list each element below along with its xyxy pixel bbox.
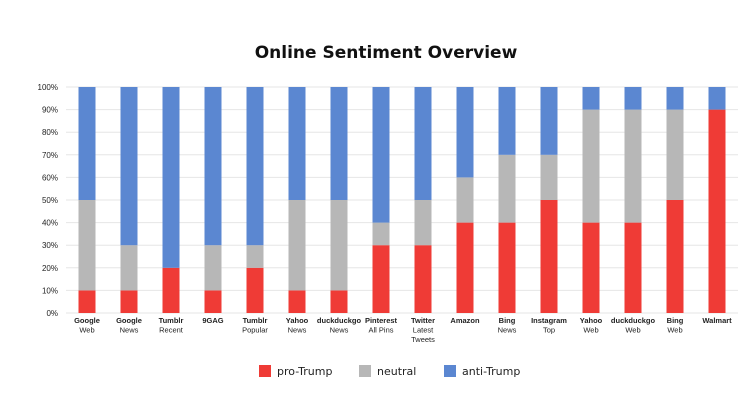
bars bbox=[78, 87, 726, 313]
y-tick-label: 40% bbox=[42, 219, 58, 228]
bar-segment-pro-trump bbox=[498, 222, 516, 313]
legend-swatch bbox=[444, 365, 456, 377]
y-tick-label: 60% bbox=[42, 173, 58, 182]
bar-segment-anti-trump bbox=[372, 87, 390, 223]
x-tick-label: Pinterest bbox=[365, 316, 398, 325]
bar-segment-anti-trump bbox=[246, 87, 264, 246]
bar-segment-neutral bbox=[414, 200, 432, 246]
bar-segment-pro-trump bbox=[204, 290, 222, 313]
bar-segment-anti-trump bbox=[624, 87, 642, 110]
x-tick-label: Top bbox=[543, 326, 555, 335]
bar-segment-neutral bbox=[330, 200, 348, 291]
x-tick-label: Twitter bbox=[411, 316, 435, 325]
legend-swatch bbox=[259, 365, 271, 377]
x-tick-label: Amazon bbox=[450, 316, 480, 325]
y-tick-label: 30% bbox=[42, 241, 58, 250]
bar-segment-neutral bbox=[498, 154, 516, 223]
x-tick-label: Instagram bbox=[531, 316, 567, 325]
x-tick-label: Popular bbox=[242, 326, 268, 335]
x-tick-label: Recent bbox=[159, 326, 184, 335]
x-tick-label: Tweets bbox=[411, 335, 435, 344]
x-tick-label: Web bbox=[667, 326, 682, 335]
bar-segment-pro-trump bbox=[372, 245, 390, 313]
x-tick-label: Yahoo bbox=[286, 316, 309, 325]
x-tick-label: Google bbox=[74, 316, 100, 325]
bar-segment-pro-trump bbox=[288, 290, 306, 313]
x-tick-label: News bbox=[498, 326, 517, 335]
bar-segment-pro-trump bbox=[666, 200, 684, 313]
bar-segment-anti-trump bbox=[582, 87, 600, 110]
y-tick-label: 20% bbox=[42, 264, 58, 273]
bar-segment-pro-trump bbox=[582, 222, 600, 313]
x-tick-label: News bbox=[288, 326, 307, 335]
x-tick-label: Latest bbox=[413, 326, 434, 335]
x-tick-label: duckduckgo bbox=[611, 316, 656, 325]
bar-segment-pro-trump bbox=[414, 245, 432, 313]
legend-label: neutral bbox=[377, 365, 416, 378]
bar-segment-neutral bbox=[456, 177, 474, 223]
x-tick-label: All Pins bbox=[368, 326, 393, 335]
bar-segment-anti-trump bbox=[162, 87, 180, 268]
legend-swatch bbox=[359, 365, 371, 377]
bar-segment-anti-trump bbox=[330, 87, 348, 200]
bar-segment-neutral bbox=[582, 109, 600, 223]
y-tick-label: 80% bbox=[42, 128, 58, 137]
bar-segment-anti-trump bbox=[288, 87, 306, 200]
bar-segment-pro-trump bbox=[78, 290, 96, 313]
x-tick-label: Yahoo bbox=[580, 316, 603, 325]
bar-segment-neutral bbox=[204, 245, 222, 291]
legend: pro-Trump neutral anti-Trump bbox=[259, 365, 520, 378]
x-tick-label: Walmart bbox=[702, 316, 732, 325]
y-tick-label: 100% bbox=[38, 83, 58, 92]
bar-segment-neutral bbox=[246, 245, 264, 268]
bar-segment-anti-trump bbox=[414, 87, 432, 200]
bar-segment-neutral bbox=[624, 109, 642, 223]
bar-segment-anti-trump bbox=[666, 87, 684, 110]
legend-label: anti-Trump bbox=[462, 365, 520, 378]
bar-segment-anti-trump bbox=[78, 87, 96, 200]
x-tick-label: News bbox=[330, 326, 349, 335]
y-tick-label: 10% bbox=[42, 286, 58, 295]
bar-segment-pro-trump bbox=[246, 267, 264, 313]
x-tick-label: Web bbox=[79, 326, 94, 335]
x-tick-label: duckduckgo bbox=[317, 316, 362, 325]
legend-label: pro-Trump bbox=[277, 365, 332, 378]
bar-segment-anti-trump bbox=[204, 87, 222, 246]
bar-segment-pro-trump bbox=[456, 222, 474, 313]
bar-segment-pro-trump bbox=[330, 290, 348, 313]
bar-segment-anti-trump bbox=[498, 87, 516, 155]
bar-segment-neutral bbox=[288, 200, 306, 291]
y-tick-label: 0% bbox=[46, 309, 58, 318]
y-tick-label: 90% bbox=[42, 106, 58, 115]
x-tick-label: Web bbox=[625, 326, 640, 335]
x-tick-label: Tumblr bbox=[159, 316, 184, 325]
x-tick-label: 9GAG bbox=[202, 316, 223, 325]
x-tick-label: Google bbox=[116, 316, 142, 325]
bar-segment-neutral bbox=[78, 200, 96, 291]
y-axis-ticks: 0% 10% 20% 30% 40% 50% 60% 70% 80% 90% 100% bbox=[38, 83, 58, 318]
bar-segment-neutral bbox=[120, 245, 138, 291]
bar-segment-neutral bbox=[372, 222, 390, 246]
y-tick-label: 70% bbox=[42, 151, 58, 160]
x-tick-label: Tumblr bbox=[243, 316, 268, 325]
bar-segment-anti-trump bbox=[708, 87, 726, 110]
bar-segment-pro-trump bbox=[162, 267, 180, 313]
bar-segment-neutral bbox=[666, 109, 684, 200]
x-tick-label: Bing bbox=[667, 316, 684, 325]
bar-segment-anti-trump bbox=[456, 87, 474, 178]
chart-title: Online Sentiment Overview bbox=[255, 43, 518, 63]
y-tick-label: 50% bbox=[42, 196, 58, 205]
bar-segment-pro-trump bbox=[120, 290, 138, 313]
bar-segment-pro-trump bbox=[540, 200, 558, 313]
bar-segment-neutral bbox=[540, 154, 558, 200]
bar-segment-pro-trump bbox=[708, 109, 726, 313]
bar-segment-anti-trump bbox=[120, 87, 138, 246]
x-tick-label: Bing bbox=[499, 316, 516, 325]
x-tick-label: Web bbox=[583, 326, 598, 335]
bar-segment-pro-trump bbox=[624, 222, 642, 313]
bar-segment-anti-trump bbox=[540, 87, 558, 155]
x-tick-label: News bbox=[120, 326, 139, 335]
